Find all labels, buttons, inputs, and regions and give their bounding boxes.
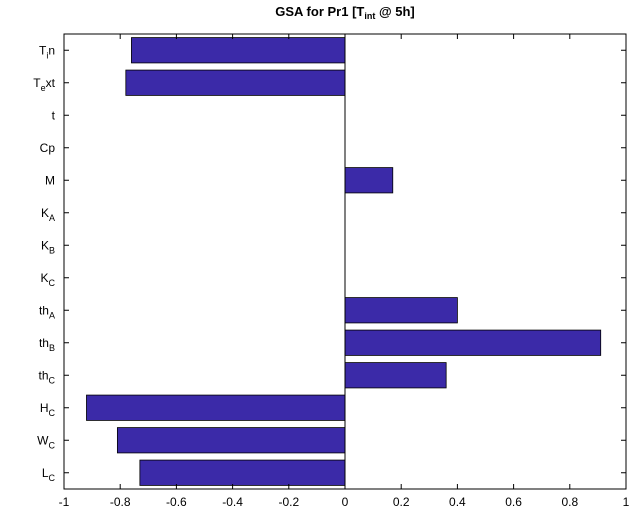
x-tick-label-0: -1 — [59, 495, 70, 509]
bar-13 — [139, 459, 346, 486]
bar-12 — [116, 427, 346, 454]
x-tick-label-2: -0.6 — [166, 495, 187, 509]
y-tick-label-6: KB — [41, 238, 55, 255]
bar-11 — [86, 394, 346, 421]
y-tick-label-2: t — [52, 108, 56, 122]
y-tick-label-8: thA — [39, 303, 55, 320]
y-tick-label-13: LC — [42, 466, 56, 483]
chart-title-rest: @ 5h] — [375, 4, 414, 19]
x-tick-label-3: -0.4 — [222, 495, 243, 509]
x-tick-label-8: 0.6 — [505, 495, 522, 509]
bar-10 — [344, 362, 447, 389]
y-tick-label-0: Tin — [39, 43, 55, 60]
y-tick-label-10: thC — [38, 368, 55, 385]
chart-title-subscript: int — [364, 11, 375, 21]
x-tick-label-10: 1 — [623, 495, 630, 509]
x-tick-label-4: -0.2 — [278, 495, 299, 509]
bar-8 — [344, 297, 458, 324]
y-tick-label-7: KC — [40, 271, 55, 288]
y-tick-label-11: HC — [40, 401, 56, 418]
y-axis: Tin Text t Cp M KA KB KC thA thB thC HC WC LC — [33, 43, 626, 483]
y-tick-label-4: M — [45, 173, 55, 187]
x-tick-label-5: 0 — [342, 495, 349, 509]
x-tick-label-9: 0.8 — [561, 495, 578, 509]
bar-4 — [344, 167, 394, 194]
x-axis: -1 -0.8 -0.6 -0.4 -0.2 0 0.2 0.4 0.6 0.8 1 — [59, 34, 630, 509]
y-tick-label-9: thB — [39, 336, 55, 353]
y-tick-label-12: WC — [37, 433, 55, 450]
y-tick-label-1: Text — [33, 76, 55, 93]
y-tick-label-3: Cp — [40, 141, 56, 155]
chart-title: GSA for Pr1 [Tint @ 5h] — [275, 4, 415, 21]
x-tick-label-1: -0.8 — [110, 495, 131, 509]
y-tick-label-5: KA — [41, 206, 55, 223]
bar-0 — [131, 37, 346, 64]
bar-9 — [344, 329, 602, 356]
chart-title-main: GSA for Pr1 [T — [275, 4, 364, 19]
x-tick-label-6: 0.2 — [393, 495, 410, 509]
bar-group — [86, 37, 602, 486]
x-tick-label-7: 0.4 — [449, 495, 466, 509]
bar-1 — [125, 69, 346, 96]
